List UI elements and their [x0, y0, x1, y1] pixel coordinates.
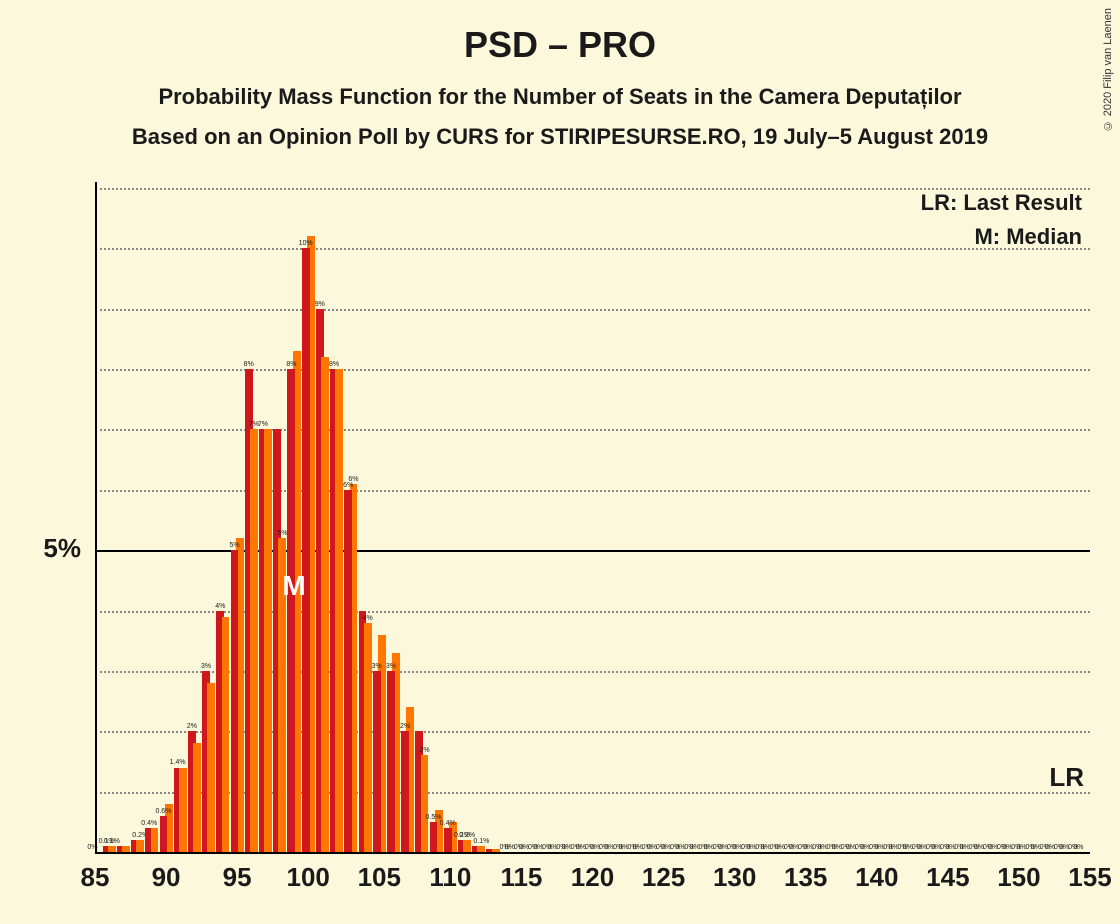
bar-series-b [136, 840, 144, 852]
bar-series-b [179, 768, 187, 853]
bar-series-b [151, 828, 159, 852]
bar-value-label: 9% [315, 301, 325, 308]
chart-title: PSD – PRO [0, 0, 1120, 66]
bar-value-label: 3% [386, 663, 396, 670]
y-axis-tick-label: 5% [43, 533, 81, 564]
bar-value-label: 8% [286, 361, 296, 368]
bar-value-label: 6% [348, 476, 358, 483]
bar-series-b [222, 617, 230, 852]
bar-value-label: 2% [400, 723, 410, 730]
chart-plot-area: 5%0%0.1%0.1%0.2%0.4%0.6%1.4%2%3%4%5%8%7%… [95, 188, 1090, 852]
x-axis-tick-label: 140 [855, 862, 898, 893]
gridline [95, 309, 1090, 311]
bar-value-label: 0.1% [473, 838, 489, 845]
x-axis-tick-label: 90 [152, 862, 181, 893]
bar-series-b [264, 429, 272, 852]
bar-value-label: 0% [1073, 844, 1083, 851]
gridline [95, 188, 1090, 190]
bar-value-label: 5% [229, 542, 239, 549]
bar-value-label: 10% [299, 240, 313, 247]
bar-value-label: 0.4% [440, 820, 456, 827]
last-result-marker: LR [1049, 762, 1084, 793]
bar-series-b [193, 743, 201, 852]
bar-series-b [421, 755, 429, 852]
x-axis-tick-label: 145 [926, 862, 969, 893]
copyright-text: © 2020 Filip van Laenen [1102, 8, 1114, 131]
y-axis [95, 182, 97, 852]
bar-value-label: 4% [363, 615, 373, 622]
bar-series-b [364, 623, 372, 852]
bar-series-a [302, 248, 310, 852]
bar-series-a [444, 828, 452, 852]
bar-series-b [250, 429, 258, 852]
median-marker: M [282, 570, 305, 602]
x-axis-tick-label: 155 [1068, 862, 1111, 893]
x-axis-tick-label: 95 [223, 862, 252, 893]
bar-series-a [373, 671, 381, 852]
bar-value-label: 2% [419, 747, 429, 754]
x-axis-tick-label: 110 [429, 862, 471, 893]
bar-series-b [335, 369, 343, 852]
gridline [95, 248, 1090, 250]
bar-value-label: 3% [201, 663, 211, 670]
bar-series-a [344, 490, 352, 852]
bar-series-a [401, 731, 409, 852]
x-axis-tick-label: 130 [713, 862, 756, 893]
bar-value-label: 0.6% [155, 808, 171, 815]
x-axis-tick-label: 135 [784, 862, 827, 893]
bar-value-label: 2% [187, 723, 197, 730]
bar-value-label: 4% [215, 603, 225, 610]
x-axis-tick-label: 100 [287, 862, 330, 893]
bar-value-label: 0.4% [141, 820, 157, 827]
bar-series-b [463, 840, 471, 852]
bar-value-label: 7% [258, 421, 268, 428]
bar-value-label: 8% [244, 361, 254, 368]
bar-series-a [287, 369, 295, 852]
bar-value-label: 3% [372, 663, 382, 670]
x-axis-tick-label: 150 [997, 862, 1040, 893]
x-axis-tick-label: 115 [500, 862, 542, 893]
bar-series-a [160, 816, 168, 852]
bar-value-label: 0.1% [104, 838, 120, 845]
bar-value-label: 5% [277, 530, 287, 537]
x-axis [95, 852, 1090, 854]
bar-series-a [430, 822, 438, 852]
x-axis-tick-label: 85 [81, 862, 110, 893]
bar-series-a [387, 671, 395, 852]
bar-series-b [207, 683, 215, 852]
bar-value-label: 8% [329, 361, 339, 368]
x-axis-tick-label: 120 [571, 862, 614, 893]
chart-subtitle-2: Based on an Opinion Poll by CURS for STI… [0, 124, 1120, 150]
x-axis-tick-label: 105 [358, 862, 401, 893]
bar-series-b [321, 357, 329, 852]
x-axis-tick-label: 125 [642, 862, 685, 893]
chart-subtitle-1: Probability Mass Function for the Number… [0, 84, 1120, 110]
bar-series-a [231, 550, 239, 852]
bar-value-label: 1.4% [170, 759, 186, 766]
bar-value-label: 6% [343, 482, 353, 489]
